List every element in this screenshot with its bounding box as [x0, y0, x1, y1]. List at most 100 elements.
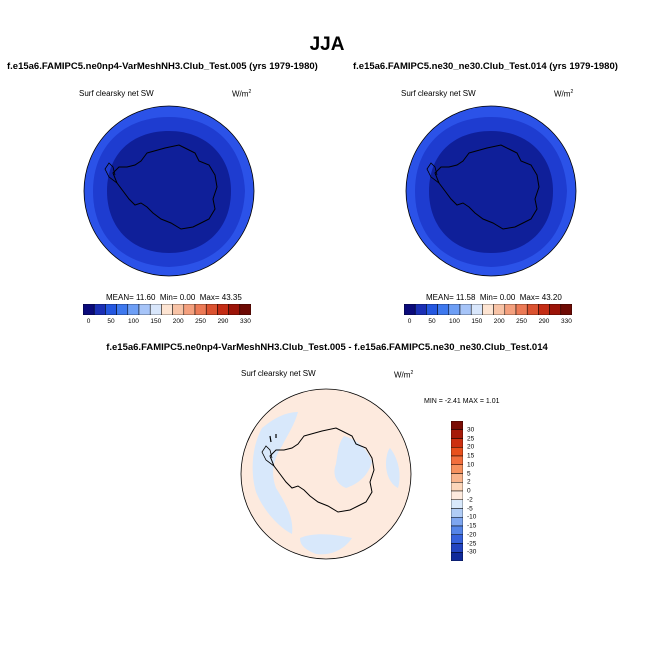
colorbar-swatch: [538, 304, 550, 315]
colorbar-swatch: [451, 508, 463, 518]
colorbar-swatch: [451, 525, 463, 535]
colorbar-tick-label: 250: [195, 318, 207, 325]
colorbar-swatch: [404, 304, 416, 315]
panel-1-colorbar: [83, 304, 251, 315]
colorbar-swatch: [451, 552, 463, 561]
colorbar-swatch: [183, 304, 196, 315]
colorbar-tick-label: 50: [428, 318, 436, 325]
colorbar-swatch: [217, 304, 229, 315]
colorbar-swatch: [116, 304, 129, 315]
antarctic-peninsula: [104, 162, 118, 184]
figure-title: JJA: [309, 34, 345, 55]
panel-1-title: f.e15a6.FAMIPC5.ne0np4-VarMeshNH3.Club_T…: [7, 61, 318, 72]
inner-ocean: [107, 131, 231, 253]
colorbar-swatch: [515, 304, 528, 315]
colorbar-swatch: [437, 304, 450, 315]
colorbar-tick-label: -15: [467, 522, 477, 530]
panel-2-stats: MEAN= 11.58 Min= 0.00 Max= 43.20: [426, 293, 562, 302]
panel-2-variable: Surf clearsky net SW: [401, 89, 476, 98]
antarctic-peninsula: [426, 162, 440, 184]
colorbar-swatch: [451, 464, 463, 474]
colorbar-tick-label: -30: [467, 548, 477, 556]
island-marks: [269, 434, 277, 443]
colorbar-swatch: [451, 473, 463, 483]
diff-colorbar: [451, 421, 463, 561]
panel-1-stats: MEAN= 11.60 Min= 0.00 Max= 43.35: [106, 293, 242, 302]
colorbar-swatch: [239, 304, 251, 315]
panel-2-colorbar: [404, 304, 572, 315]
colorbar-swatch: [451, 499, 463, 509]
colorbar-tick-label: 200: [493, 318, 505, 325]
panel-1-mean: 11.60: [136, 293, 156, 302]
panel-2-mean: 11.58: [456, 293, 476, 302]
panel-1-units: W/m2: [232, 89, 252, 99]
diff-panel-title: f.e15a6.FAMIPC5.ne0np4-VarMeshNH3.Club_T…: [106, 342, 548, 353]
colorbar-tick-label: 2: [467, 478, 471, 486]
colorbar-swatch: [149, 304, 162, 315]
colorbar-swatch: [161, 304, 173, 315]
panel-2-colorbar-labels: 0 50 100 150 200 250 290 330: [404, 318, 572, 328]
colorbar-swatch: [493, 304, 506, 315]
colorbar-tick-label: 0: [407, 318, 412, 325]
colorbar-swatch: [451, 490, 463, 500]
colorbar-swatch: [451, 455, 463, 465]
colorbar-tick-label: 330: [239, 318, 251, 325]
colorbar-tick-label: 30: [467, 426, 475, 434]
colorbar-swatch: [526, 304, 539, 315]
colorbar-tick-label: 0: [86, 318, 91, 325]
colorbar-tick-label: 290: [217, 318, 229, 325]
colorbar-swatch: [504, 304, 517, 315]
panel-1-max: 43.35: [221, 293, 242, 302]
colorbar-swatch: [172, 304, 185, 315]
panel-1-min: 0.00: [179, 293, 196, 302]
diff-panel-variable: Surf clearsky net SW: [241, 369, 316, 378]
panel-2-title: f.e15a6.FAMIPC5.ne30_ne30.Club_Test.014 …: [353, 61, 618, 72]
colorbar-tick-label: 200: [172, 318, 184, 325]
colorbar-swatch: [560, 304, 572, 315]
colorbar-tick-label: -10: [467, 513, 477, 521]
colorbar-swatch: [448, 304, 461, 315]
colorbar-tick-label: 50: [107, 318, 115, 325]
diff-panel-stats: MIN = -2.41 MAX = 1.01: [424, 398, 500, 405]
colorbar-swatch: [138, 304, 151, 315]
panel-1-variable: Surf clearsky net SW: [79, 89, 154, 98]
colorbar-swatch: [228, 304, 241, 315]
diff-panel-map: [240, 388, 412, 560]
colorbar-swatch: [451, 438, 463, 448]
colorbar-swatch: [414, 304, 427, 315]
colorbar-tick-label: 25: [467, 435, 475, 442]
colorbar-swatch: [451, 429, 463, 439]
colorbar-swatch: [549, 304, 562, 315]
colorbar-tick-label: 15: [467, 452, 475, 460]
diff-negative-region-south: [300, 534, 352, 555]
panel-1-colorbar-labels: 0 50 100 150 200 250 290 330: [83, 318, 251, 328]
colorbar-tick-label: 5: [467, 470, 471, 477]
colorbar-swatch: [451, 517, 463, 527]
colorbar-swatch: [451, 447, 463, 457]
diff-max: 1.01: [485, 398, 500, 405]
colorbar-swatch: [451, 482, 463, 492]
colorbar-tick-label: 0: [467, 487, 471, 495]
colorbar-swatch: [205, 304, 218, 315]
antarctic-peninsula: [261, 445, 275, 467]
colorbar-tick-label: -5: [467, 505, 473, 512]
panel-1-map: [83, 105, 255, 277]
colorbar-tick-label: -25: [467, 540, 477, 547]
diff-min: -2.41: [444, 398, 461, 405]
panel-2-max: 43.20: [541, 293, 562, 302]
colorbar-swatch: [451, 543, 463, 553]
colorbar-swatch: [451, 421, 463, 430]
colorbar-swatch: [127, 304, 140, 315]
colorbar-swatch: [105, 304, 117, 315]
colorbar-tick-label: 330: [560, 318, 572, 325]
colorbar-swatch: [194, 304, 207, 315]
colorbar-swatch: [451, 534, 463, 544]
colorbar-tick-label: 100: [448, 318, 460, 325]
inner-ocean: [429, 131, 553, 253]
colorbar-tick-label: 10: [467, 461, 475, 469]
colorbar-swatch: [459, 304, 472, 315]
colorbar-swatch: [83, 304, 95, 315]
diff-colorbar-labels: 30 25 20 15 10 5 2 0 -2 -5 -10 -15 -20 -25 -30: [467, 421, 497, 561]
colorbar-tick-label: -20: [467, 531, 477, 539]
colorbar-swatch: [426, 304, 438, 315]
